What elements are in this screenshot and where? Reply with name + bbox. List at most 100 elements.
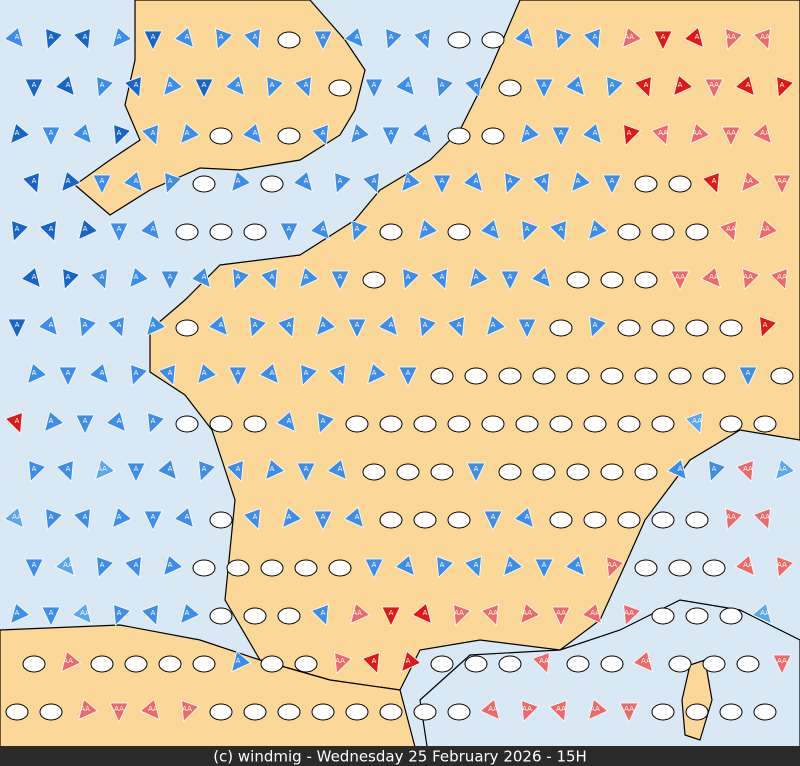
wind-arrow: [400, 170, 422, 193]
wind-arrow: [293, 75, 312, 99]
wind-label: AA: [743, 273, 753, 281]
wind-arrow: [140, 123, 159, 147]
calm-marker: [634, 559, 658, 577]
wind-arrow: [385, 27, 404, 51]
wind-arrow: [179, 122, 201, 145]
footer-text: (c) windmig - Wednesday 25 February 2026…: [213, 748, 587, 766]
wind-label: AA: [743, 177, 753, 185]
calm-marker: [583, 415, 607, 433]
wind-arrow: [111, 506, 133, 529]
wind-label: A: [763, 321, 768, 329]
calm-marker: [566, 271, 590, 289]
wind-label: A: [304, 273, 309, 281]
wind-arrow: [88, 362, 110, 385]
calm-marker: [175, 319, 199, 337]
calm-marker: [617, 511, 641, 529]
wind-arrow: [145, 314, 167, 337]
calm-marker: [651, 607, 675, 625]
calm-marker: [719, 703, 743, 721]
wind-label: A: [134, 81, 139, 89]
wind-label: A: [321, 321, 326, 329]
wind-arrow: [109, 702, 129, 723]
wind-label: A: [253, 513, 258, 521]
wind-arrow: [60, 170, 82, 193]
wind-label: A: [593, 225, 598, 233]
wind-arrow: [670, 270, 690, 291]
calm-marker: [430, 655, 454, 673]
wind-label: A: [508, 177, 513, 185]
calm-marker: [209, 607, 233, 625]
wind-label: A: [406, 273, 411, 281]
wind-arrow: [327, 363, 346, 387]
wind-label: A: [151, 225, 156, 233]
wind-arrow: [126, 462, 146, 483]
wind-arrow: [757, 218, 779, 241]
wind-arrow: [41, 606, 61, 627]
wind-label: A: [49, 129, 54, 137]
calm-marker: [549, 511, 573, 529]
wind-label: A: [321, 417, 326, 425]
wind-label: A: [338, 369, 343, 377]
wind-label: AA: [114, 705, 124, 713]
calm-marker: [719, 415, 743, 433]
wind-arrow: [162, 74, 184, 97]
wind-arrow: [77, 218, 99, 241]
calm-marker: [481, 31, 505, 49]
wind-label: A: [440, 177, 445, 185]
wind-arrow: [77, 698, 99, 721]
wind-arrow: [500, 270, 520, 291]
wind-label: A: [406, 177, 411, 185]
wind-arrow: [548, 699, 567, 723]
wind-arrow: [71, 122, 93, 145]
wind-label: A: [117, 129, 122, 137]
wind-label: A: [746, 369, 751, 377]
calm-marker: [498, 79, 522, 97]
wind-arrow: [752, 27, 771, 51]
calm-marker: [413, 703, 437, 721]
wind-arrow: [412, 27, 431, 51]
wind-label: A: [406, 81, 411, 89]
wind-label: A: [134, 369, 139, 377]
wind-arrow: [632, 650, 654, 673]
wind-label: AA: [80, 609, 90, 617]
wind-label: A: [202, 81, 207, 89]
wind-arrow: [582, 27, 601, 51]
wind-label: A: [712, 465, 717, 473]
wind-arrow: [292, 170, 314, 193]
wind-arrow: [241, 122, 263, 145]
wind-arrow: [72, 507, 91, 531]
wind-label: A: [49, 513, 54, 521]
wind-arrow: [772, 174, 792, 195]
land-england: [74, 0, 366, 216]
wind-label: A: [423, 225, 428, 233]
calm-marker: [498, 367, 522, 385]
wind-label: A: [542, 81, 547, 89]
wind-label: AA: [743, 561, 753, 569]
wind-arrow: [436, 555, 455, 579]
wind-label: A: [32, 465, 37, 473]
calm-marker: [685, 607, 709, 625]
wind-label: A: [15, 129, 20, 137]
wind-arrow: [310, 603, 329, 627]
wind-arrow: [122, 170, 144, 193]
wind-label: A: [66, 465, 71, 473]
wind-label: AA: [556, 609, 566, 617]
wind-arrow: [769, 267, 788, 291]
calm-marker: [413, 511, 437, 529]
wind-arrow: [258, 362, 280, 385]
wind-arrow: [351, 219, 370, 243]
wind-label: AA: [624, 33, 634, 41]
wind-arrow: [721, 126, 741, 147]
wind-label: A: [168, 273, 173, 281]
wind-label: A: [49, 225, 54, 233]
wind-arrow: [623, 123, 642, 147]
wind-label: A: [678, 81, 683, 89]
calm-marker: [600, 463, 624, 481]
wind-label: A: [15, 33, 20, 41]
wind-arrow: [666, 458, 688, 481]
wind-arrow: [60, 650, 82, 673]
wind-label: A: [185, 33, 190, 41]
wind-arrow: [157, 363, 176, 387]
wind-arrow: [776, 75, 795, 99]
wind-arrow: [400, 650, 422, 673]
